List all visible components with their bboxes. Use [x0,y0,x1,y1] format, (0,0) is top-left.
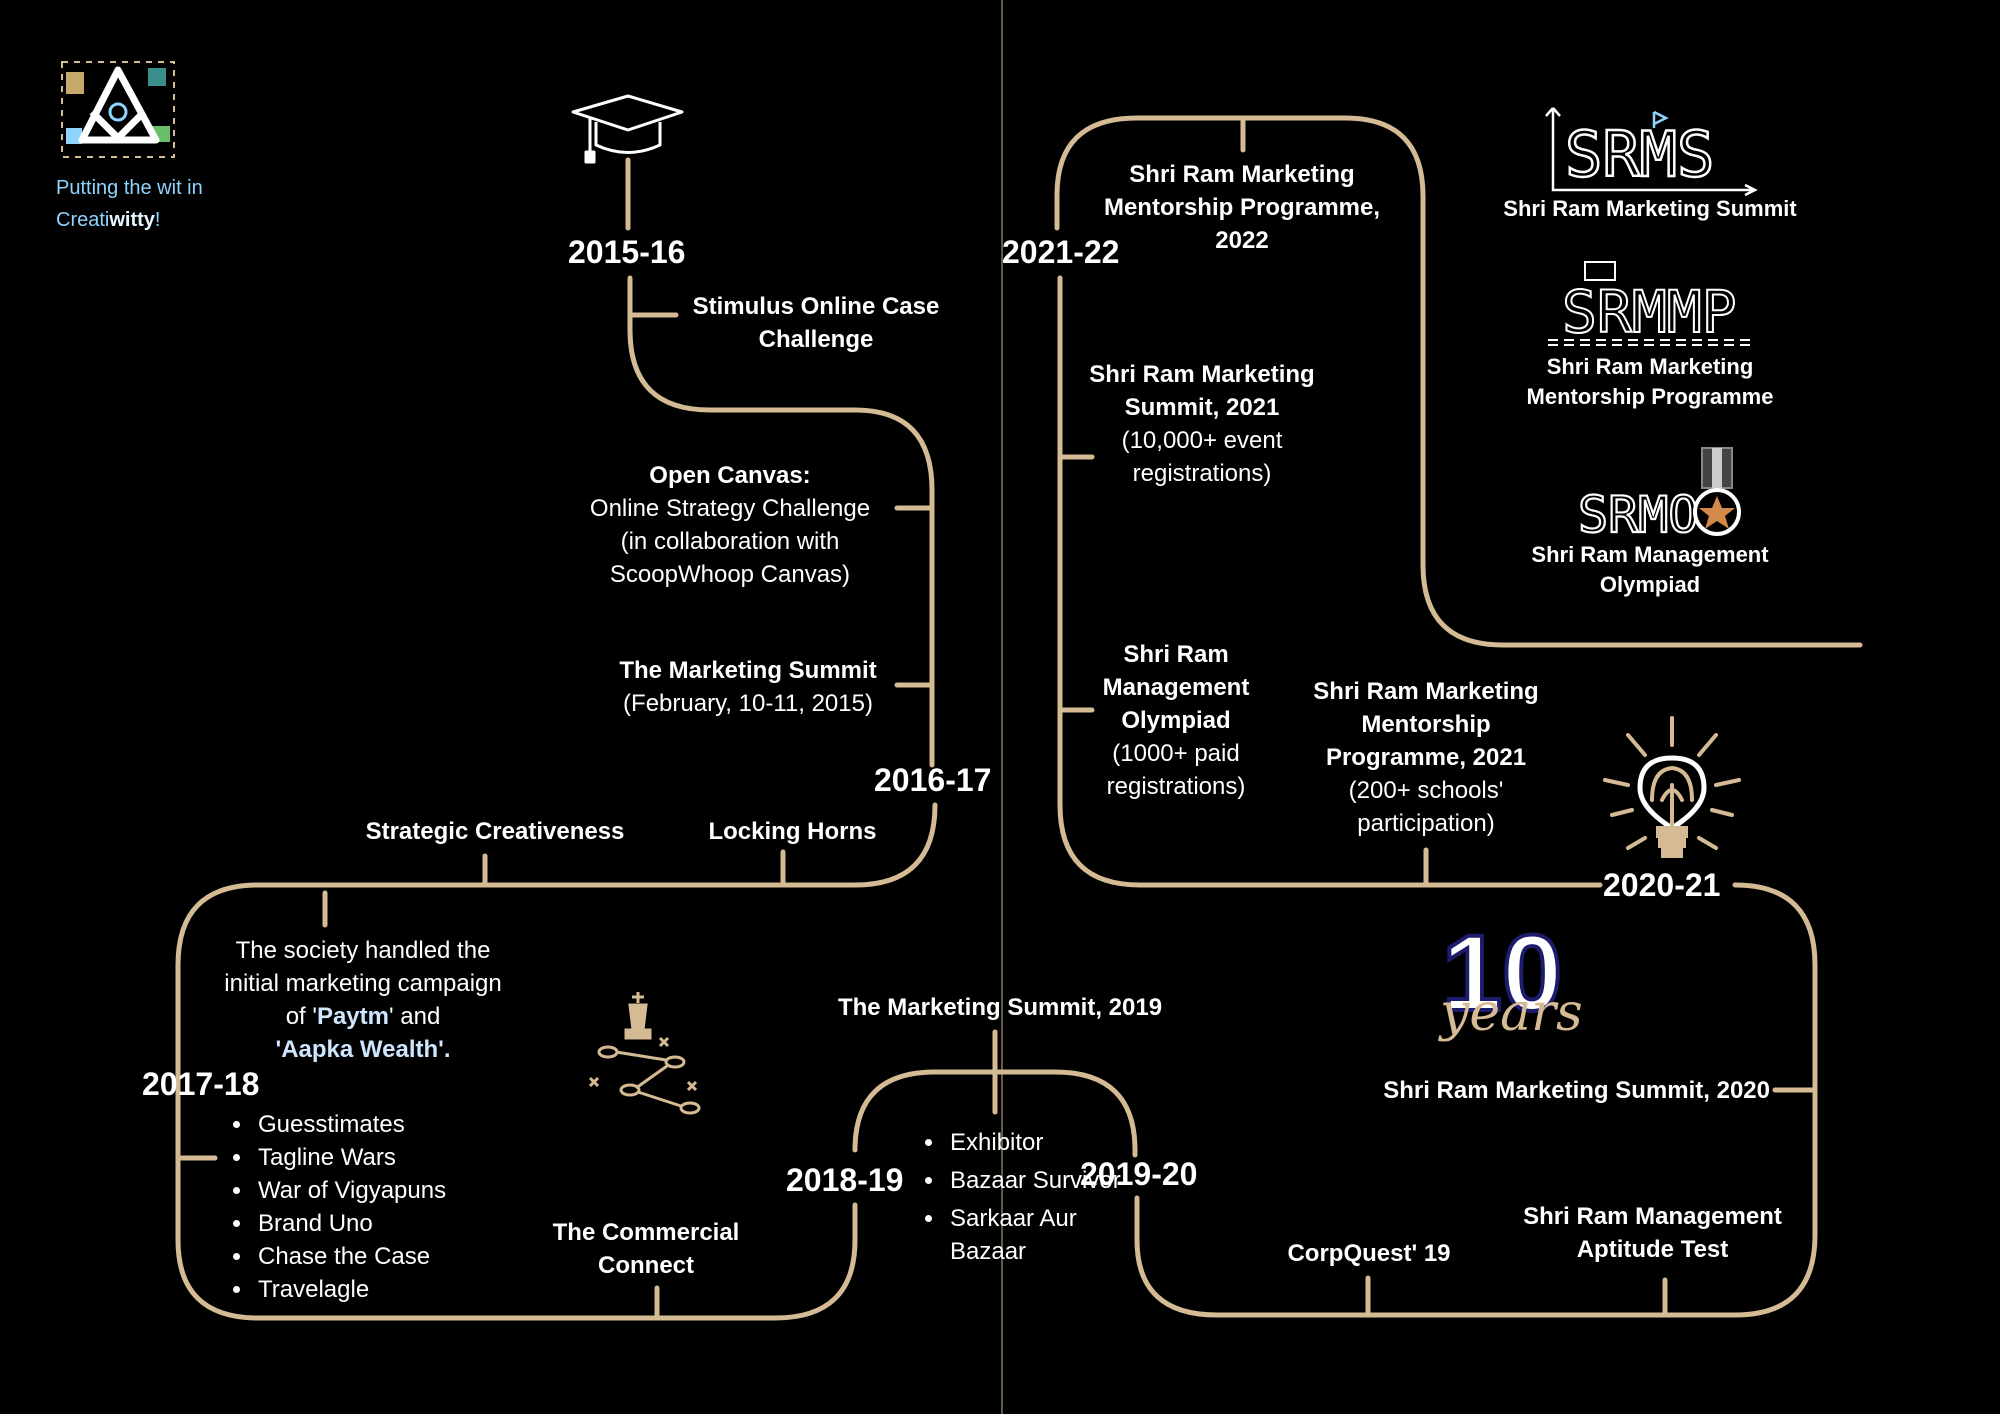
list-item: Exhibitor [946,1126,1146,1159]
srms-logo-caption: Shri Ram Marketing Summit [1503,196,1797,221]
event-corpquest: CorpQuest' 19 [1287,1240,1451,1267]
srmo-logo-caption: Shri Ram Management Olympiad [1531,542,1769,597]
svg-text:SRMMP: SRMMP [1562,278,1737,346]
ten-years-logo-icon: 10 years [1438,910,1583,1043]
year-2017-18: 2017-18 [142,1066,260,1102]
list-item: Tagline Wars [254,1141,446,1174]
year-2016-17: 2016-17 [874,762,992,798]
society-logo-icon [61,61,175,158]
event-stimulus: Stimulus Online Case Challenge [692,293,940,353]
srmmp-logo-icon: SRMMP [1548,261,1756,347]
tagline-line2: Creatiwitty! [56,209,161,231]
list-item: Brand Uno [254,1207,446,1240]
event-commercial-connect: The Commercial Connect [552,1219,740,1279]
event-srmat: Shri Ram Management Aptitude Test [1523,1203,1782,1263]
event-open-canvas: Open Canvas: Online Strategy Challenge (… [589,462,871,588]
event-marketing-summit-2015: The Marketing Summit (February, 10-11, 2… [619,657,877,717]
event-marketing-summit-2019: The Marketing Summit, 2019 [837,994,1163,1021]
events-2017-18-list: Guesstimates Tagline Wars War of Vigyapu… [216,1108,446,1306]
event-srmmp-2021: Shri Ram Marketing Mentorship Programme,… [1313,678,1539,837]
event-srmmp-2022: Shri Ram Marketing Mentorship Programme,… [1103,161,1381,254]
svg-text:SRMO: SRMO [1578,486,1698,544]
path-2020-2021 [1057,275,1603,888]
year-2021-22: 2021-22 [1002,234,1120,270]
year-2019-20: 2019-20 [1080,1156,1198,1192]
list-item: Guesstimates [254,1108,446,1141]
list-item: Bazaar Survivor [946,1164,1146,1197]
event-srmo: Shri Ram Management Olympiad (1000+ paid… [1102,641,1250,800]
event-strategic-creativeness: Strategic Creativeness [365,818,625,845]
srms-logo-icon: SRMS [1545,107,1758,197]
srmmp-logo-caption: Shri Ram Marketing Mentorship Programme [1526,354,1774,409]
tagline-line1: Putting the wit in [56,177,203,199]
path-2019-2020 [1134,882,1818,1318]
events-2018-19-list: Exhibitor Bazaar Survivor Sarkaar Aur Ba… [908,1126,1146,1268]
society-note: The society handled the initial marketin… [196,934,530,1066]
path-2015-2016 [627,275,935,768]
year-2018-19: 2018-19 [786,1162,904,1198]
svg-text:SRMS: SRMS [1565,118,1714,191]
year-2015-16: 2015-16 [568,234,686,270]
chess-strategy-icon [588,992,701,1115]
list-item: Sarkaar Aur Bazaar [946,1202,1146,1268]
society-line3: of 'Paytm' and [285,1003,441,1030]
svg-text:years: years [1438,983,1583,1043]
lightbulb-icon [1603,716,1741,858]
year-2020-21: 2020-21 [1603,867,1721,903]
path-2016-2018 [175,802,938,1321]
brand-tagline: Putting the wit in Creatiwitty! [56,172,203,236]
event-srms-2021: Shri Ram Marketing Summit, 2021 (10,000+… [1089,361,1315,487]
graduation-cap-icon [571,94,684,164]
srmo-logo-icon: SRMO [1577,447,1741,545]
list-item: War of Vigyapuns [254,1174,446,1207]
path-2018-2019 [852,1069,1138,1158]
list-item: Chase the Case [254,1240,446,1273]
society-line4: 'Aapka Wealth'. [275,1036,451,1063]
event-locking-horns: Locking Horns [708,818,877,845]
svg-text:10: 10 [1442,912,1562,1033]
list-item: Travelagle [254,1273,446,1306]
path-2021-2022 [1054,115,1863,648]
event-srms-2020: Shri Ram Marketing Summit, 2020 [1383,1077,1770,1104]
